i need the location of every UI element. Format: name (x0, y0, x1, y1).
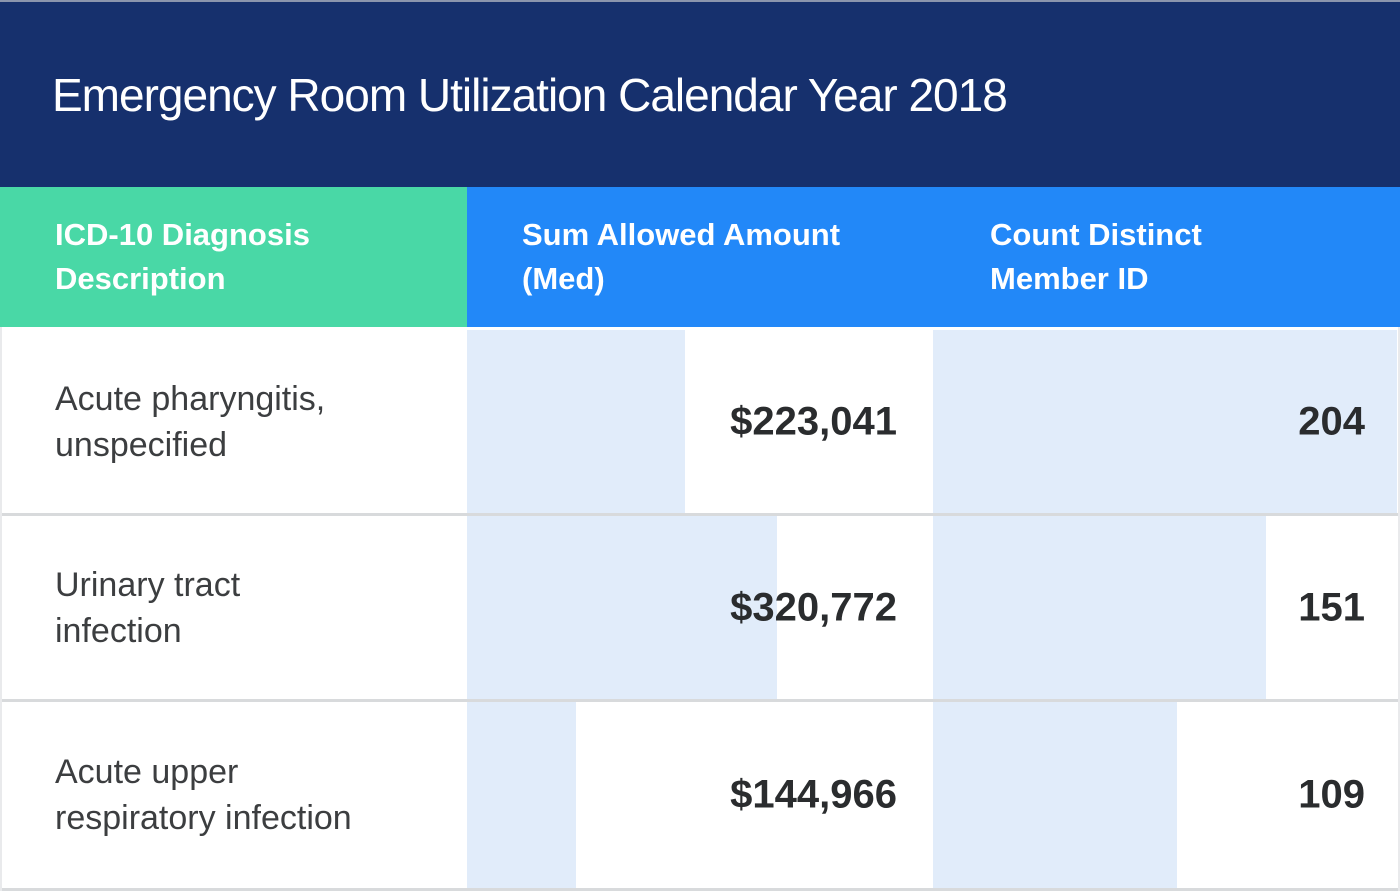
header-body-gap (0, 327, 1400, 330)
count-distinct-cell: 109 (933, 702, 1400, 888)
table-row: Acute pharyngitis, unspecified $223,041 20… (0, 330, 1400, 513)
row-divider (0, 513, 1400, 516)
count-distinct-value: 204 (1298, 399, 1365, 443)
sum-allowed-value: $223,041 (730, 399, 897, 443)
count-distinct-bar (933, 702, 1177, 888)
count-distinct-cell: 204 (933, 330, 1400, 513)
column-gap (464, 330, 467, 513)
column-header-diagnosis-label: ICD-10 Diagnosis Description (55, 217, 310, 296)
sum-allowed-bar (467, 702, 576, 888)
count-distinct-cell: 151 (933, 516, 1400, 699)
column-gap (930, 330, 933, 513)
table-bottom-border (0, 888, 1400, 891)
sum-allowed-cell: $320,772 (467, 516, 930, 699)
sum-allowed-value: $144,966 (730, 772, 897, 817)
column-gap (930, 516, 933, 699)
count-distinct-value: 109 (1298, 772, 1365, 817)
column-header-count-distinct-label: Count Distinct Member ID (990, 217, 1202, 296)
column-header-count-distinct: Count Distinct Member ID (933, 187, 1400, 327)
table-row: Acute upper respiratory infection $144,96… (0, 702, 1400, 888)
row-divider (0, 699, 1400, 702)
column-header-sum-allowed-label: Sum Allowed Amount (Med) (522, 217, 841, 296)
column-gap (464, 702, 467, 888)
column-header-sum-allowed: Sum Allowed Amount (Med) (467, 187, 933, 327)
column-header-diagnosis: ICD-10 Diagnosis Description (0, 187, 467, 327)
count-distinct-bar (933, 516, 1266, 699)
column-gap (464, 516, 467, 699)
sum-allowed-value: $320,772 (730, 585, 897, 629)
table-header-row: ICD-10 Diagnosis Description Sum Allowed… (0, 187, 1400, 327)
diagnosis-cell: Acute pharyngitis, unspecified (0, 330, 464, 513)
count-distinct-value: 151 (1298, 585, 1365, 629)
sum-allowed-bar (467, 330, 686, 513)
count-distinct-bar (933, 330, 1398, 513)
table-row: Urinary tract infection $320,772 151 (0, 516, 1400, 699)
report-banner: Emergency Room Utilization Calendar Year… (0, 2, 1400, 187)
sum-allowed-cell: $144,966 (467, 702, 930, 888)
sum-allowed-bar (467, 516, 778, 699)
column-gap (930, 702, 933, 888)
diagnosis-cell: Urinary tract infection (0, 516, 464, 699)
report-title: Emergency Room Utilization Calendar Year… (52, 68, 1008, 121)
sum-allowed-cell: $223,041 (467, 330, 930, 513)
diagnosis-cell: Acute upper respiratory infection (0, 702, 464, 888)
table-body: Acute pharyngitis, unspecified $223,041 20… (0, 327, 1400, 891)
